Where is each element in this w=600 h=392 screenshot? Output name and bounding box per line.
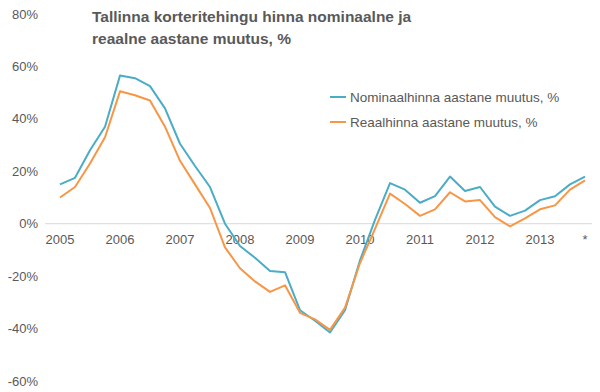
legend-label: Nominaalhinna aastane muutus, % [350, 90, 559, 105]
x-tick-label: 2013 [526, 232, 555, 247]
plot-area [60, 76, 585, 333]
chart-title: Tallinna korteritehingu hinna nominaalne… [92, 8, 416, 47]
series-line [60, 91, 585, 330]
y-tick-label: -40% [8, 321, 39, 336]
y-tick-label: 80% [12, 7, 38, 22]
legend-swatch [330, 96, 346, 98]
y-tick-label: 0% [19, 216, 38, 231]
series-line [60, 76, 585, 333]
x-tick-label: * [582, 232, 587, 247]
x-tick-label: 2011 [406, 232, 434, 247]
y-tick-label: 40% [12, 111, 38, 126]
legend-swatch [330, 121, 346, 123]
title-line: reaalne aastane muutus, % [92, 30, 291, 47]
y-tick-label: -20% [8, 269, 39, 284]
y-tick-label: 20% [12, 164, 38, 179]
x-axis-line [45, 223, 592, 224]
x-tick-label: 2012 [466, 232, 495, 247]
chart: -60% -40% -20% 0% 20% 40% 60% 80% 2005 2006 2007 20… [0, 0, 600, 392]
x-tick-label: 2005 [46, 232, 75, 247]
title-line: Tallinna korteritehingu hinna nominaalne… [92, 8, 416, 25]
x-tick-label: 2007 [166, 232, 195, 247]
legend-label: Reaalhinna aastane muutus, % [350, 115, 538, 130]
y-tick-label: 60% [12, 59, 38, 74]
y-tick-label: -60% [8, 374, 39, 389]
x-tick-label: 2006 [106, 232, 135, 247]
x-tick-label: 2009 [286, 232, 315, 247]
